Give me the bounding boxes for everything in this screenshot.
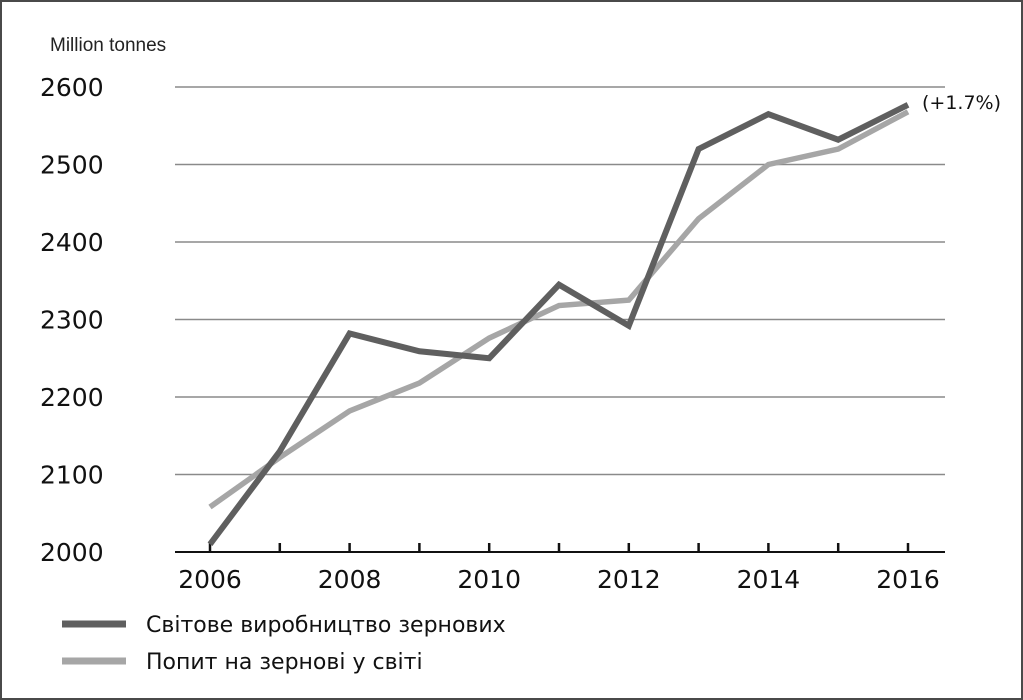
x-tick-label: 2006 (178, 565, 242, 594)
series-line-demand (208, 109, 910, 510)
x-tick-label: 2014 (737, 565, 801, 594)
x-tick-label: 2012 (597, 565, 661, 594)
series-line-production (207, 102, 910, 547)
y-tick-label: 2200 (40, 383, 104, 412)
y-tick-label: 2600 (40, 73, 104, 102)
y-tick-label: 2400 (40, 228, 104, 257)
y-tick-labels: 2000 2100 2200 2300 2400 2500 2600 (40, 73, 104, 567)
x-tick-label: 2010 (457, 565, 521, 594)
legend: Світове виробництво зернових Попит на зе… (62, 613, 506, 675)
grid-layer (175, 86, 945, 553)
x-tick-marks: 2006 2008 2010 2012 2014 2016 (178, 543, 940, 594)
series-lines (207, 102, 910, 547)
y-unit-label: Million tonnes (50, 35, 166, 56)
growth-annotation: (+1.7%) (922, 92, 1001, 114)
legend-label-demand: Попит на зернові у світі (146, 650, 423, 675)
y-tick-label: 2000 (40, 538, 104, 567)
y-tick-label: 2100 (40, 461, 104, 490)
x-tick-label: 2008 (318, 565, 382, 594)
x-tick-label: 2016 (876, 565, 940, 594)
y-tick-label: 2500 (40, 151, 104, 180)
legend-label-production: Світове виробництво зернових (146, 613, 506, 638)
y-tick-label: 2300 (40, 306, 104, 335)
